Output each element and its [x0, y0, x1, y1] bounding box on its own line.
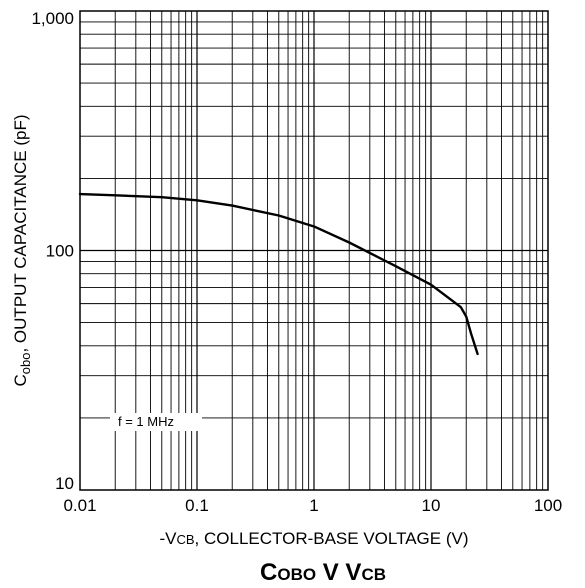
x-tick-label: 10 — [422, 496, 441, 515]
x-tick-label: 100 — [534, 496, 562, 515]
frequency-annotation: f = 1 MHz — [118, 414, 174, 429]
x-tick-labels: 0.01 0.1 1 10 100 — [63, 496, 562, 515]
x-tick-label: 0.1 — [185, 496, 209, 515]
y-tick-label: 1,000 — [31, 9, 74, 28]
x-tick-label: 0.01 — [63, 496, 96, 515]
x-axis-label-prefix: -V — [159, 529, 177, 548]
y-axis-label: Cobo, OUTPUT CAPACITANCE (pF) — [11, 114, 33, 386]
y-axis-label-rest: , OUTPUT CAPACITANCE (pF) — [11, 114, 30, 352]
annotation-group: f = 1 MHz — [110, 413, 202, 431]
y-tick-label: 100 — [46, 242, 74, 261]
x-axis-label: -VCB, COLLECTOR-BASE VOLTAGE (V) — [159, 529, 468, 548]
grid-lines — [80, 11, 548, 490]
y-axis-label-subscript: obo — [18, 353, 33, 375]
capacitance-curve — [78, 192, 479, 356]
chart-title: COBO V VCB — [260, 559, 386, 586]
title-v: V — [316, 559, 345, 586]
title-cb: CB — [361, 565, 386, 584]
series-group — [78, 192, 479, 356]
annotation-background — [110, 413, 202, 431]
title-v2: V — [345, 559, 361, 586]
title-obo: OBO — [277, 565, 316, 584]
y-tick-labels: 10 100 1,000 — [31, 9, 74, 493]
plot-frame — [79, 10, 549, 491]
x-tick-label: 1 — [309, 496, 318, 515]
y-axis-label-prefix: C — [11, 374, 30, 386]
x-axis-label-subscript: CB — [176, 532, 194, 547]
x-axis-label-rest: , COLLECTOR-BASE VOLTAGE (V) — [195, 529, 469, 548]
title-c: C — [260, 559, 277, 586]
y-tick-label: 10 — [55, 474, 74, 493]
